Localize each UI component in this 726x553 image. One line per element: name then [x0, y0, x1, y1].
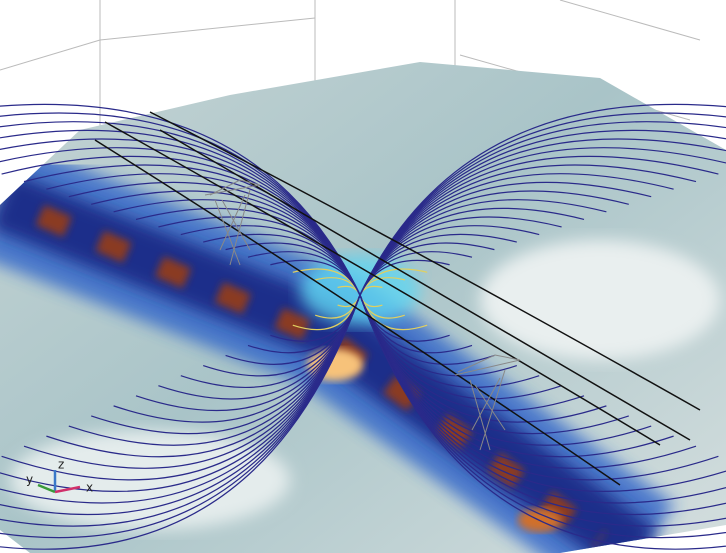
tower — [454, 354, 521, 451]
axis-label: x — [86, 481, 93, 495]
field-line — [359, 294, 726, 550]
field-line — [0, 294, 361, 550]
axis-triad: z y x — [26, 458, 93, 495]
field-line — [359, 103, 726, 296]
axis-label: z — [58, 458, 64, 472]
tower — [204, 179, 261, 266]
axis-label: y — [26, 473, 33, 487]
power-lines — [94, 111, 701, 486]
